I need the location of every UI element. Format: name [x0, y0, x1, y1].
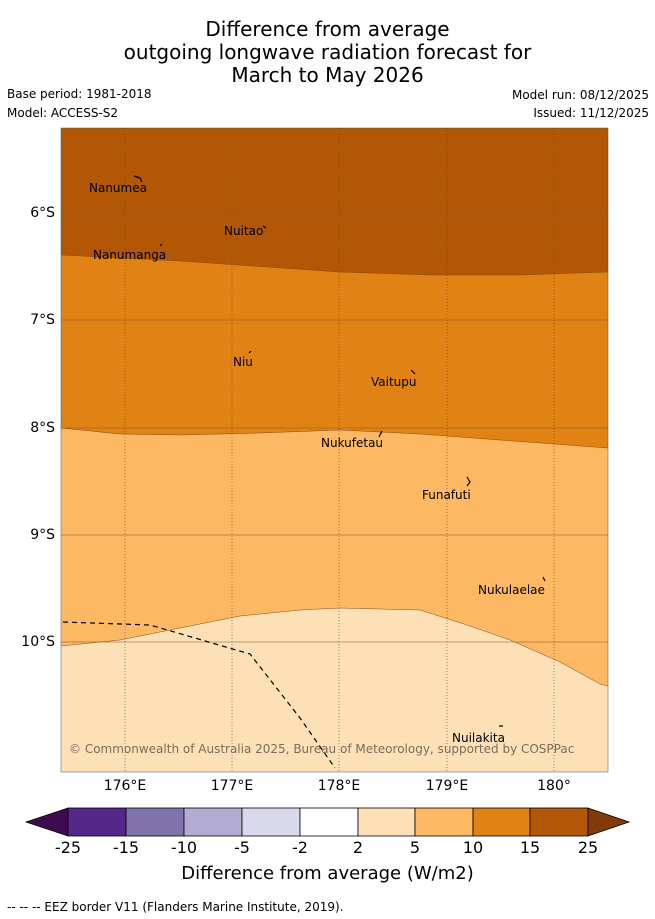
colorbar-tick: -2: [292, 838, 308, 857]
colorbar-swatch-3: [183, 807, 243, 837]
vaitupu-island: [410, 369, 416, 375]
base-period: Base period: 1981-2018: [7, 87, 152, 101]
island-label-nanumea: Nanumea: [89, 181, 147, 195]
island-label-nanumanga: Nanumanga: [93, 248, 167, 262]
colorbar-swatch-8: [472, 807, 531, 837]
model-run: Model run: 08/12/2025: [511, 88, 649, 102]
nukulaelae-island: [542, 576, 546, 582]
island-label-funafuti: Funafuti: [422, 488, 471, 502]
colorbar-tick: -10: [170, 838, 198, 857]
colorbar-tick: -15: [112, 838, 140, 857]
colorbar-swatch-2: [125, 807, 185, 837]
eez-border: [62, 621, 336, 769]
lat-tick-6s: 6°S: [30, 205, 55, 221]
title-line-1: Difference from average: [205, 17, 450, 41]
colorbar-tick: -5: [234, 838, 250, 857]
title-line-3: March to May 2026: [231, 63, 424, 87]
lon-tick-176e: 176°E: [103, 778, 147, 794]
colorbar-tick: 10: [462, 838, 484, 857]
island-label-nukulaelae: Nukulaelae: [478, 583, 545, 597]
title-line-2: outgoing longwave radiation forecast for: [123, 40, 532, 64]
island-label-nuilakita: Nuilakita: [452, 731, 505, 745]
lon-gridlines: [124, 128, 555, 772]
niu-island: [248, 350, 252, 354]
island-label-nuitao: Nuitao: [224, 224, 264, 238]
lat-tick-9s: 9°S: [30, 527, 55, 543]
colorbar-label: Difference from average (W/m2): [181, 863, 474, 884]
island-label-nukufetau: Nukufetau: [321, 436, 384, 450]
lat-tick-7s: 7°S: [30, 312, 55, 328]
lon-tick-178e: 178°E: [317, 778, 361, 794]
colorbar-tick: 15: [519, 838, 541, 857]
colorbar-swatch-5: [299, 807, 359, 837]
copyright-notice: © Commonwealth of Australia 2025, Bureau…: [69, 742, 575, 756]
colorbar-tick: -25: [54, 838, 82, 857]
colorbar-tick: 25: [577, 838, 599, 857]
eez-footnote: -- -- -- EEZ border V11 (Flanders Marine…: [7, 900, 344, 914]
colorbar-tick: 5: [409, 838, 421, 857]
model-name: Model: ACCESS-S2: [7, 106, 119, 120]
colorbar-tick: 2: [352, 838, 364, 857]
colorbar: [24, 807, 631, 837]
colorbar-extend-low: [24, 807, 69, 837]
issued-date: Issued: 11/12/2025: [533, 106, 649, 120]
nuitao-island: [262, 225, 267, 229]
lat-gridlines: [61, 212, 608, 643]
colorbar-swatch-9: [529, 807, 589, 837]
island-label-niu: Niu: [233, 355, 253, 369]
lon-tick-180: 180°: [537, 778, 571, 794]
map-panel: [60, 127, 609, 773]
colorbar-swatch-1: [67, 807, 127, 837]
band-2-5: [61, 608, 608, 772]
nanumanga-island: [159, 243, 163, 247]
lon-tick-179e: 179°E: [425, 778, 469, 794]
nukufetau-island: [378, 430, 383, 438]
colorbar-swatch-7: [414, 807, 474, 837]
colorbar-extend-high: [587, 807, 631, 837]
island-shapes: [133, 175, 546, 727]
nanumea-island: [133, 175, 143, 183]
lat-tick-8s: 8°S: [30, 420, 55, 436]
island-label-vaitupu: Vaitupu: [371, 375, 417, 389]
lon-tick-177e: 177°E: [210, 778, 254, 794]
lat-tick-10s: 10°S: [21, 634, 55, 650]
colorbar-swatch-4: [241, 807, 301, 837]
map-frame: [60, 127, 609, 773]
colorbar-swatch-6: [357, 807, 416, 837]
funafuti-island: [466, 476, 471, 487]
